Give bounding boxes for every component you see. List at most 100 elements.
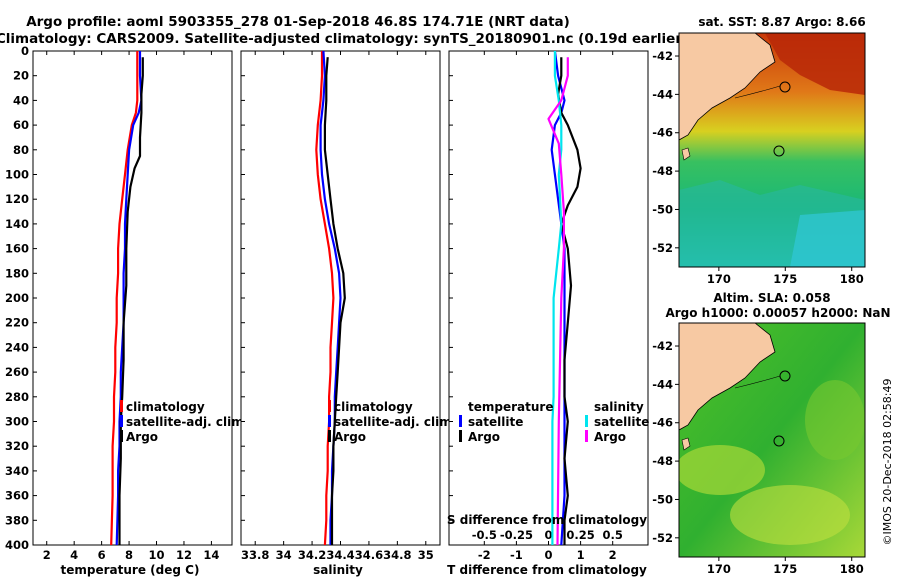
series-line-satellite-adj-clim- (115, 51, 143, 545)
x-tick-label: 33.8 (241, 548, 269, 562)
x-tick-label: 1 (577, 548, 585, 562)
x-tick-label: 10 (149, 548, 165, 562)
sst-map: sat. SST: 8.87 Argo: 8.66 170 175 180 -42 -4… (652, 15, 865, 286)
y-tick-label: 280 (5, 390, 29, 404)
legend-label-argo: Argo (334, 430, 366, 444)
s-tick-label: -0.5 (472, 528, 497, 542)
map-y-tick-label: -46 (652, 126, 673, 140)
difference-legend: temperature satellite Argo salinity sate… (459, 400, 649, 444)
y-tick-label: 400 (5, 538, 29, 552)
s-tick-label: 0 (544, 528, 552, 542)
map-y-tick-label: -52 (652, 241, 673, 255)
x-tick-label: -1 (510, 548, 523, 562)
sla-map-image (679, 323, 865, 557)
x-tick-label: 12 (176, 548, 192, 562)
series-line-climatology (110, 51, 139, 545)
map-y-tick-label: -48 (652, 164, 673, 178)
map-y-tick-label: -52 (652, 531, 673, 545)
difference-xlabel: T difference from climatology (447, 563, 647, 577)
land-mass (679, 33, 776, 141)
legend-label-satellite: satellite-adj. clim. (334, 415, 456, 429)
x-tick-label: 4 (70, 548, 78, 562)
legend-swatch-s-argo (585, 430, 588, 442)
sst-map-axes: 170 175 180 -42 -44 -46 -48 -50 -52 (652, 49, 864, 286)
y-tick-label: 140 (5, 217, 29, 231)
y-tick-label: 360 (5, 489, 29, 503)
sla-map-title: Altim. SLA: 0.058 (713, 291, 830, 305)
y-tick-label: 220 (5, 316, 29, 330)
salinity-x-axis: 33.8 34 34.2 34.4 34.6 34.8 35 (241, 51, 434, 562)
temperature-lines (110, 51, 144, 545)
legend-label-t-argo: Argo (468, 430, 500, 444)
difference-y-ticks (449, 50, 453, 546)
map-x-tick-label: 175 (773, 272, 797, 286)
map-x-tick-label: 180 (840, 272, 864, 286)
temperature-xlabel: temperature (deg C) (61, 563, 200, 577)
legend-title-temperature: temperature (468, 400, 553, 414)
sst-map-title: sat. SST: 8.87 Argo: 8.66 (698, 15, 865, 29)
argo-position-marker (773, 145, 785, 157)
map-y-tick-label: -50 (652, 202, 673, 216)
y-tick-label: 60 (13, 118, 29, 132)
salinity-lines (315, 51, 346, 545)
y-tick-label: 240 (5, 340, 29, 354)
y-tick-label: 180 (5, 266, 29, 280)
series-line-argo (323, 57, 346, 545)
legend-label-climatology: climatology (126, 400, 205, 414)
map-x-tick-label: 180 (840, 562, 864, 576)
map-y-tick-label: -44 (652, 377, 673, 391)
series-line-argo (118, 57, 144, 545)
legend-label-climatology: climatology (334, 400, 413, 414)
legend-label-argo: Argo (126, 430, 158, 444)
legend-swatch-argo (120, 430, 123, 442)
x-tick-label: 2 (609, 548, 617, 562)
y-tick-label: 80 (13, 143, 29, 157)
s-tick-label: -0.25 (500, 528, 533, 542)
salinity-legend: climatology satellite-adj. clim. Argo (328, 400, 456, 444)
land-mass (679, 323, 776, 431)
y-tick-label: 340 (5, 464, 29, 478)
legend-label-t-satellite: satellite (468, 415, 523, 429)
series-line-s-satellite (551, 51, 563, 545)
s-tick-label: 0.25 (566, 528, 594, 542)
map-x-tick-label: 170 (707, 562, 731, 576)
legend-swatch-t-argo (459, 430, 462, 442)
sla-map-axes: 170 175 180 -42 -44 -46 -48 -50 -52 (652, 339, 864, 576)
legend-label-satellite: satellite-adj. clim. (126, 415, 248, 429)
legend-swatch-t-satellite (459, 415, 462, 427)
legend-swatch-satellite (328, 415, 331, 427)
sla-map-subtitle: Argo h1000: 0.00057 h2000: NaN (665, 306, 890, 320)
legend-label-s-argo: Argo (594, 430, 626, 444)
x-tick-label: 34.4 (326, 548, 354, 562)
y-tick-label: 260 (5, 365, 29, 379)
difference-lines (547, 51, 582, 545)
x-tick-label: 0 (544, 548, 552, 562)
difference-axes-box (448, 50, 649, 546)
map-marker-circle (779, 370, 791, 382)
difference-xlabel-top: S difference from climatology (447, 513, 647, 527)
y-tick-label: 20 (13, 69, 29, 83)
x-tick-label: -2 (478, 548, 491, 562)
map-x-tick-label: 175 (773, 562, 797, 576)
map-y-tick-label: -44 (652, 87, 673, 101)
legend-label-s-satellite: satellite (594, 415, 649, 429)
temperature-legend: climatology satellite-adj. clim. Argo (120, 400, 248, 444)
watermark: ©IMOS 20-Dec-2018 02:58:49 (881, 379, 894, 546)
y-tick-label: 120 (5, 192, 29, 206)
map-marker-circle (779, 81, 791, 93)
x-tick-label: 34.2 (298, 548, 326, 562)
y-tick-label: 160 (5, 242, 29, 256)
x-tick-label: 6 (98, 548, 106, 562)
salinity-xlabel: salinity (313, 563, 363, 577)
s-tick-label: 0.5 (603, 528, 623, 542)
legend-swatch-climatology (328, 400, 331, 412)
x-tick-label: 8 (125, 548, 133, 562)
header-line1: Argo profile: aoml 5903355_278 01-Sep-20… (26, 14, 570, 30)
header-line2: Climatology: CARS2009. Satellite-adjuste… (0, 31, 688, 47)
x-tick-label: 34 (276, 548, 292, 562)
y-tick-label: 200 (5, 291, 29, 305)
map-y-tick-label: -48 (652, 454, 673, 468)
legend-title-salinity: salinity (594, 400, 644, 414)
depth-axis: 0 20 40 60 80 100 120 140 160 180 200 220 240 260 280 3… (5, 44, 37, 552)
